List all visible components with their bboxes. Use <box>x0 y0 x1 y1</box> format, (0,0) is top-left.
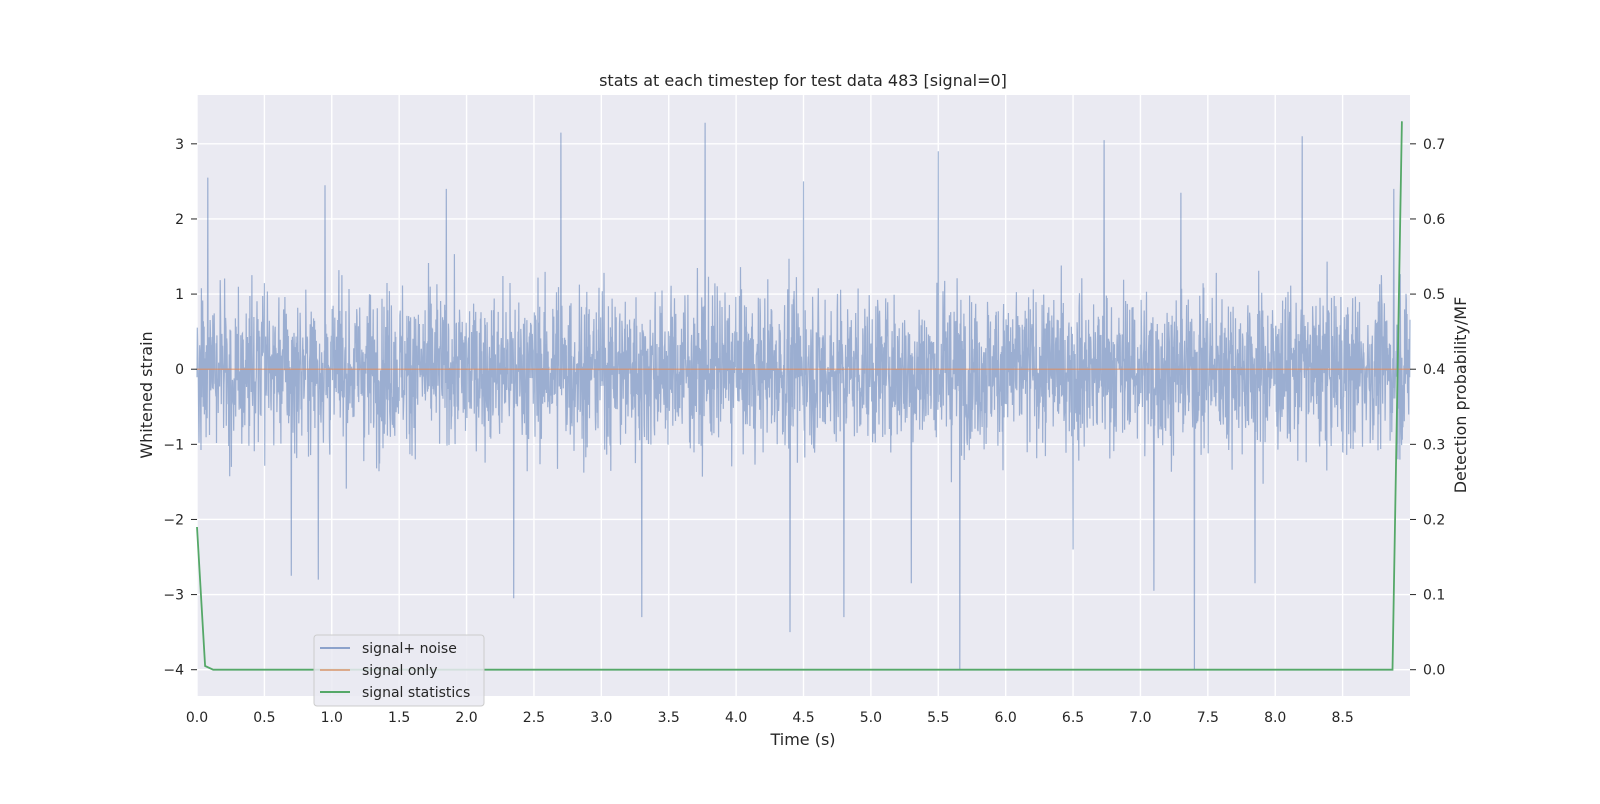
y2-tick-label: 0.1 <box>1423 588 1445 604</box>
x-tick-label: 8.5 <box>1331 710 1353 726</box>
y-tick-label: 2 <box>175 212 184 228</box>
y-tick-label: −1 <box>163 437 184 453</box>
y2-axis-label: Detection probability/MF <box>1451 297 1470 494</box>
y-axis-label: Whitened strain <box>137 331 156 458</box>
x-tick-label: 3.5 <box>658 710 680 726</box>
y2-tick-label: 0.7 <box>1423 137 1445 153</box>
x-tick-label: 7.5 <box>1197 710 1219 726</box>
x-tick-label: 1.0 <box>321 710 343 726</box>
y-tick-label: 1 <box>175 287 184 303</box>
series-signal-noise-line <box>196 122 1411 670</box>
y-tick-label: −2 <box>163 512 184 528</box>
x-tick-label: 1.5 <box>388 710 410 726</box>
x-tick-label: 7.0 <box>1129 710 1151 726</box>
chart-title: stats at each timestep for test data 483… <box>599 71 1007 90</box>
x-tick-label: 6.5 <box>1062 710 1084 726</box>
x-tick-label: 4.5 <box>792 710 814 726</box>
y-tick-label: 3 <box>175 137 184 153</box>
x-tick-label: 4.0 <box>725 710 747 726</box>
x-tick-label: 8.0 <box>1264 710 1286 726</box>
y-tick-label: −4 <box>163 663 184 679</box>
series-layer <box>196 121 1411 671</box>
y2-tick-label: 0.4 <box>1423 362 1445 378</box>
x-tick-label: 5.5 <box>927 710 949 726</box>
legend-label: signal+ noise <box>362 641 457 657</box>
x-tick-label: 2.5 <box>523 710 545 726</box>
y2-tick-label: 0.5 <box>1423 287 1445 303</box>
x-tick-label: 0.5 <box>253 710 275 726</box>
series-signal-statistics-line <box>196 121 1403 671</box>
y-tick-label: 0 <box>175 362 184 378</box>
legend-label: signal statistics <box>362 685 470 701</box>
legend-box <box>313 634 485 707</box>
y2-tick-label: 0.2 <box>1423 512 1445 528</box>
y2-tick-label: 0.0 <box>1423 663 1445 679</box>
legend: signal+ noise signal only signal statistic… <box>313 634 485 707</box>
x-tick-label: 0.0 <box>186 710 208 726</box>
x-tick-label: 3.0 <box>590 710 612 726</box>
x-tick-label: 2.0 <box>455 710 477 726</box>
x-tick-label: 6.0 <box>995 710 1017 726</box>
y2-tick-label: 0.6 <box>1423 212 1445 228</box>
axis-ticks: 0.0 0.5 1.0 1.5 2.0 2.5 3.0 3.5 4.0 4.5 5.0 5.5 6.0 6… <box>163 137 1445 726</box>
x-axis-label: Time (s) <box>769 730 835 749</box>
y2-tick-label: 0.3 <box>1423 437 1445 453</box>
legend-label: signal only <box>362 663 437 679</box>
x-tick-label: 5.0 <box>860 710 882 726</box>
y-tick-label: −3 <box>163 588 184 604</box>
